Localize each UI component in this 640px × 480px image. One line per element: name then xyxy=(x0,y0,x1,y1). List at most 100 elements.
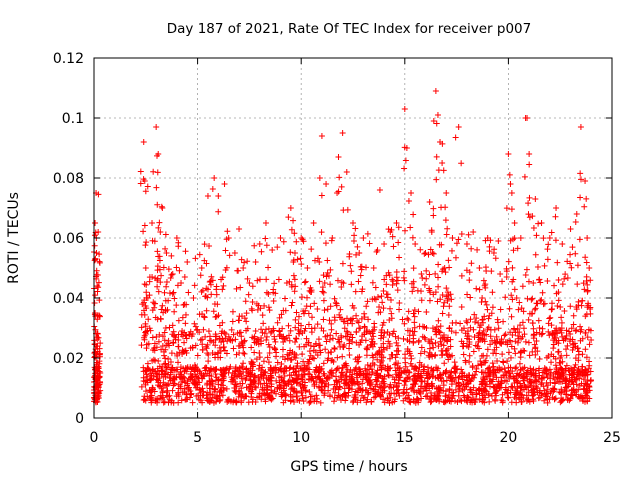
data-point xyxy=(401,320,408,327)
data-point xyxy=(536,389,543,396)
data-point xyxy=(514,332,521,339)
data-point xyxy=(336,384,343,391)
data-point xyxy=(365,316,372,323)
data-point xyxy=(211,366,218,373)
data-point xyxy=(361,329,368,336)
data-point xyxy=(395,389,402,396)
data-point xyxy=(152,357,159,364)
data-point xyxy=(263,336,270,343)
data-point xyxy=(320,289,327,296)
data-point xyxy=(256,393,263,400)
data-point xyxy=(390,384,397,391)
data-point xyxy=(352,288,359,295)
data-point xyxy=(545,320,552,327)
data-point xyxy=(260,372,267,379)
data-point xyxy=(426,349,433,356)
data-point xyxy=(165,355,172,362)
data-point xyxy=(546,235,553,241)
data-point xyxy=(231,387,238,394)
data-point xyxy=(549,305,556,312)
data-point xyxy=(482,237,489,244)
data-point xyxy=(570,321,577,328)
data-point xyxy=(289,384,296,391)
data-point xyxy=(204,370,211,377)
data-point xyxy=(175,359,182,366)
data-point xyxy=(211,175,218,181)
data-point xyxy=(297,328,304,335)
data-point xyxy=(140,228,147,235)
data-point xyxy=(453,240,460,247)
data-point xyxy=(306,389,313,396)
data-point xyxy=(322,383,329,390)
data-point xyxy=(538,296,545,303)
data-point xyxy=(160,373,167,380)
data-point xyxy=(308,314,315,321)
data-point xyxy=(156,266,163,273)
data-point xyxy=(232,336,239,343)
data-point xyxy=(551,282,558,289)
data-point xyxy=(252,328,259,335)
data-point xyxy=(157,392,164,399)
data-point xyxy=(530,225,537,232)
data-point xyxy=(274,319,281,326)
data-point xyxy=(393,274,400,281)
data-point xyxy=(395,347,402,354)
data-point xyxy=(238,399,245,406)
data-point xyxy=(391,361,398,368)
data-point xyxy=(366,240,373,247)
data-point xyxy=(534,348,541,355)
data-point xyxy=(408,355,415,362)
data-point xyxy=(537,297,544,304)
data-point xyxy=(206,279,213,286)
data-point xyxy=(205,358,212,365)
data-point xyxy=(582,330,589,337)
data-point xyxy=(440,303,447,310)
data-point xyxy=(274,244,281,251)
data-point xyxy=(448,368,455,375)
data-point xyxy=(572,391,579,398)
data-point xyxy=(557,373,564,380)
data-point xyxy=(343,315,350,322)
data-point xyxy=(476,324,483,331)
data-point xyxy=(242,393,249,400)
data-point xyxy=(154,283,161,290)
data-point xyxy=(212,313,219,320)
data-point xyxy=(217,396,224,403)
data-point xyxy=(499,397,506,404)
data-point xyxy=(584,304,591,311)
y-tick-label: 0.06 xyxy=(53,231,84,247)
data-point xyxy=(220,343,227,350)
data-point xyxy=(92,256,99,263)
data-point xyxy=(204,350,211,357)
data-point xyxy=(443,351,450,358)
data-point xyxy=(298,235,305,241)
data-point xyxy=(284,355,291,362)
data-point xyxy=(146,278,153,285)
data-point xyxy=(138,342,145,349)
data-point xyxy=(529,389,536,396)
data-point xyxy=(394,364,401,371)
data-point xyxy=(437,323,444,330)
data-point xyxy=(223,350,230,357)
data-point xyxy=(313,398,320,405)
data-point xyxy=(509,264,516,271)
data-point xyxy=(543,370,550,377)
data-point xyxy=(277,235,284,241)
data-point xyxy=(145,366,152,373)
data-point xyxy=(224,396,231,403)
data-point xyxy=(329,235,336,241)
data-point xyxy=(376,304,383,311)
data-point xyxy=(153,184,160,191)
data-point xyxy=(320,272,327,279)
data-point xyxy=(230,397,237,404)
data-point xyxy=(192,323,199,330)
data-point xyxy=(322,333,329,340)
data-point xyxy=(91,299,98,306)
data-point xyxy=(192,255,199,262)
data-point xyxy=(293,238,300,245)
data-point xyxy=(316,259,323,266)
data-point xyxy=(372,284,379,291)
data-point xyxy=(319,288,326,295)
data-point xyxy=(148,372,155,379)
data-point xyxy=(305,339,312,346)
